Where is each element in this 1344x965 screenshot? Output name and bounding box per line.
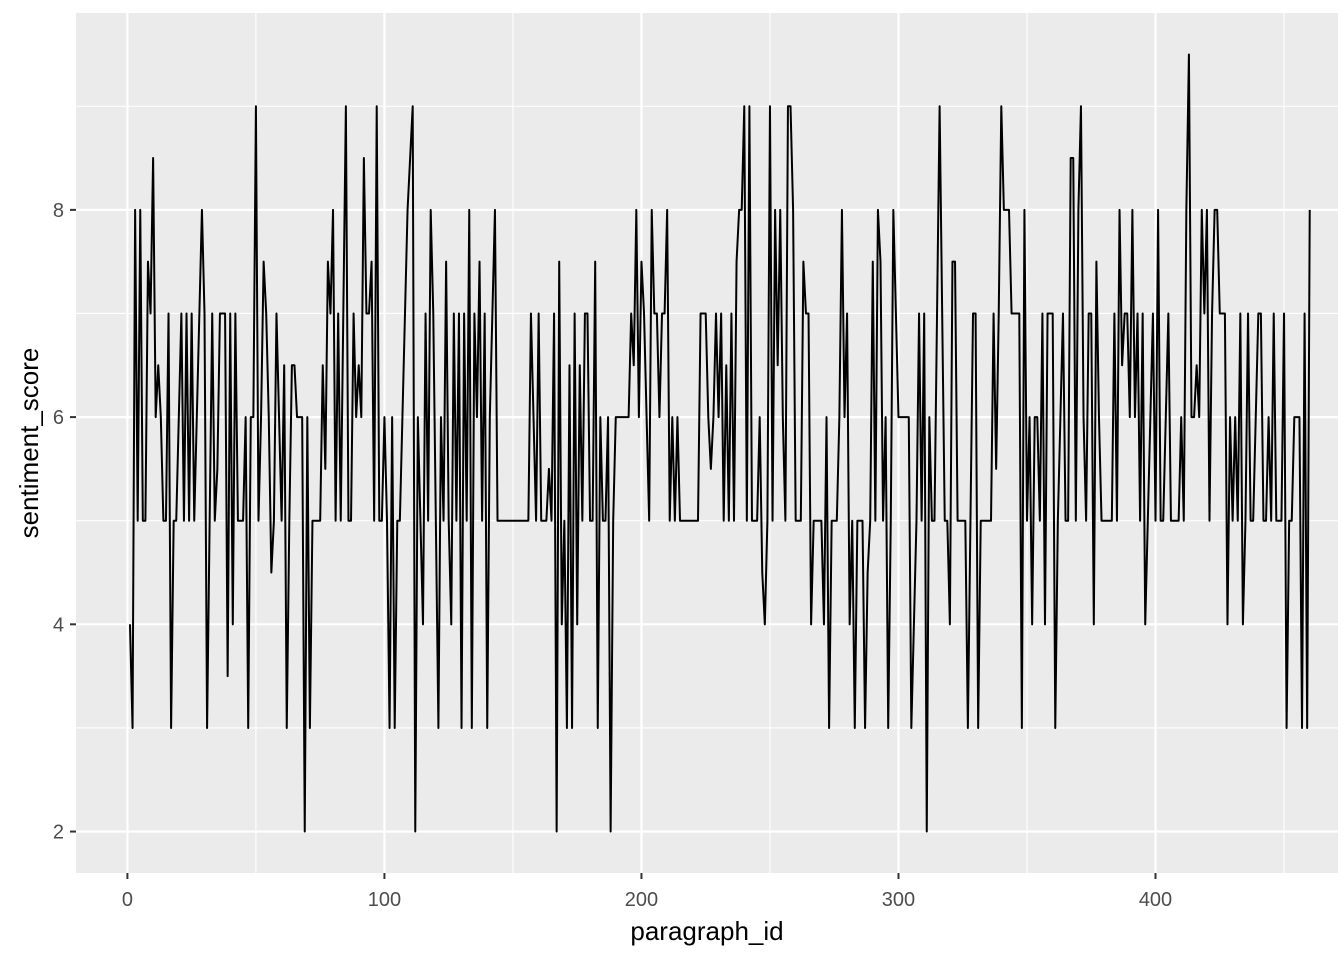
y-tick-label: 8 <box>53 200 64 222</box>
y-tick-label: 6 <box>53 407 64 429</box>
y-axis-title: sentiment_score <box>14 348 44 539</box>
x-tick-label: 400 <box>1139 889 1172 911</box>
axis-ticks <box>70 208 1157 879</box>
x-tick-label: 100 <box>368 889 401 911</box>
series-layer <box>128 53 1311 833</box>
x-tick-label: 200 <box>625 889 658 911</box>
y-tick-label: 2 <box>53 822 64 844</box>
x-tick-label: 300 <box>882 889 915 911</box>
y-tick-label: 4 <box>53 614 64 636</box>
tick-labels: 0 100 200 300 400 2 4 6 8 <box>53 200 1172 911</box>
x-axis-title: paragraph_id <box>630 916 783 946</box>
series-line <box>128 53 1311 833</box>
plot-panel <box>76 13 1338 873</box>
x-tick-label: 0 <box>122 889 133 911</box>
